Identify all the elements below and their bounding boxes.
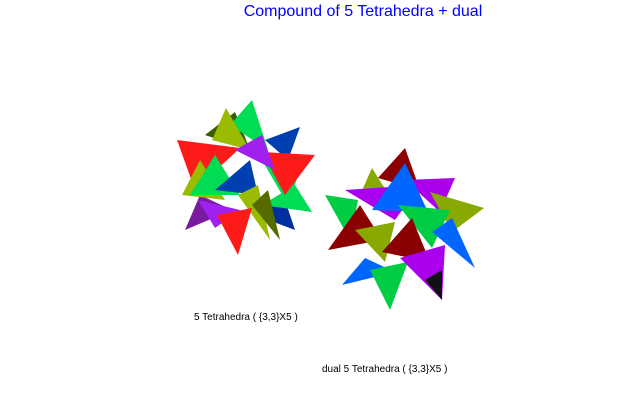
face-purple-low	[198, 200, 240, 228]
face-darkolive-bottom	[252, 190, 280, 240]
face-olive-right	[430, 192, 484, 232]
face-green-bottom	[370, 262, 408, 310]
face-purple-center	[235, 135, 275, 170]
compound-5-tetrahedra	[177, 100, 315, 255]
caption-dual-5-tetrahedra: dual 5 Tetrahedra ( {3,3}X5 )	[322, 364, 448, 375]
face-blue-back	[265, 127, 300, 160]
caption-5-tetrahedra: 5 Tetrahedra ( {3,3}X5 )	[194, 312, 298, 323]
face-green-lowright	[262, 185, 312, 212]
face-black-shadow	[425, 270, 442, 300]
face-blue-right	[432, 218, 475, 268]
face-darkred-center	[382, 218, 430, 262]
face-blue-center	[215, 160, 258, 195]
face-blue-top	[372, 163, 428, 212]
face-red-bottom	[217, 208, 252, 255]
face-olive-top	[212, 108, 250, 150]
face-blue-left	[342, 258, 395, 285]
page-title: Compound of 5 Tetrahedra + dual	[243, 3, 483, 20]
face-green-center	[398, 205, 450, 248]
face-olive-center	[238, 185, 270, 240]
compound-dual-5-tetrahedra	[325, 148, 484, 310]
face-red-right	[262, 152, 315, 195]
